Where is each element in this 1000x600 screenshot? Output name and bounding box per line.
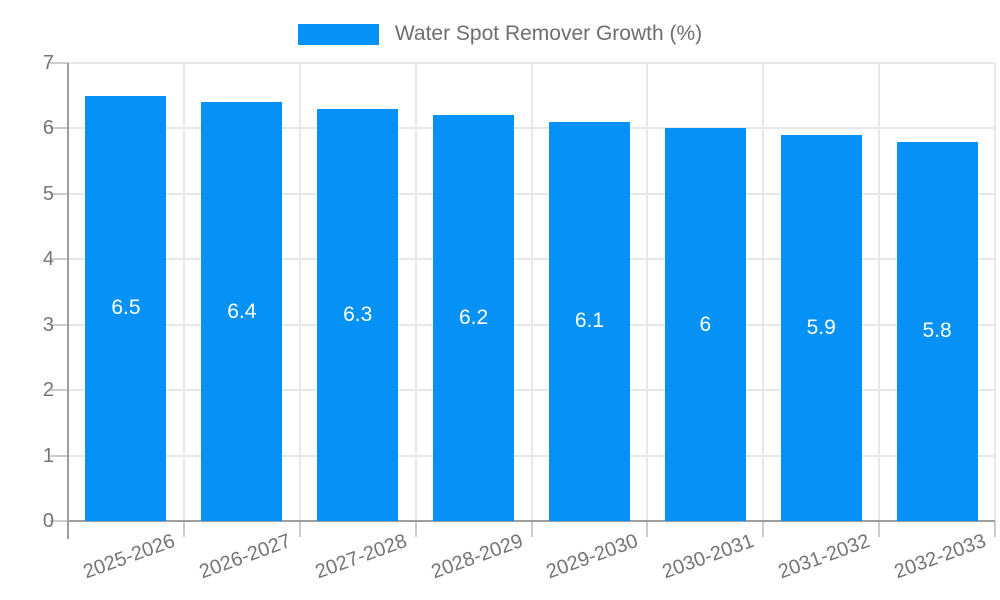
legend-label: Water Spot Remover Growth (%) bbox=[394, 22, 703, 45]
bar[interactable] bbox=[201, 102, 283, 521]
bar-value-label: 5.9 bbox=[806, 315, 836, 339]
y-tick bbox=[50, 454, 68, 457]
x-tick bbox=[182, 521, 185, 537]
y-tick bbox=[50, 323, 68, 326]
y-tick-label: 1 bbox=[42, 444, 54, 467]
legend-color-swatch bbox=[297, 23, 379, 45]
bar[interactable] bbox=[896, 141, 978, 521]
bar[interactable] bbox=[664, 128, 746, 521]
x-tick bbox=[646, 521, 649, 537]
bar[interactable] bbox=[317, 108, 399, 521]
bar-value-label: 6.4 bbox=[227, 299, 257, 323]
bar[interactable] bbox=[780, 134, 862, 521]
y-tick bbox=[50, 127, 68, 130]
y-tick-label: 2 bbox=[42, 379, 54, 402]
x-tick bbox=[878, 521, 881, 537]
y-tick-label: 0 bbox=[42, 510, 54, 532]
y-tick bbox=[50, 192, 68, 195]
bar-value-label: 6 bbox=[699, 312, 712, 336]
x-tick bbox=[414, 521, 417, 537]
v-gridline bbox=[762, 63, 765, 521]
bar-value-label: 6.2 bbox=[458, 306, 489, 330]
y-tick bbox=[50, 258, 68, 261]
bar-value-label: 5.8 bbox=[922, 319, 952, 343]
y-tick bbox=[50, 62, 68, 64]
bar-value-label: 6.5 bbox=[111, 296, 141, 320]
x-tick bbox=[530, 521, 533, 537]
v-gridline bbox=[414, 63, 417, 521]
v-gridline bbox=[530, 63, 533, 521]
v-gridline bbox=[298, 63, 301, 521]
v-gridline bbox=[646, 63, 649, 521]
y-tick-label: 5 bbox=[42, 182, 54, 205]
x-tick bbox=[994, 521, 996, 537]
bar[interactable] bbox=[548, 121, 630, 521]
bar[interactable] bbox=[433, 115, 515, 521]
x-tick bbox=[298, 521, 301, 537]
chart-legend[interactable]: Water Spot Remover Growth (%) bbox=[0, 20, 1000, 48]
y-tick-label: 4 bbox=[42, 248, 54, 271]
y-axis-line bbox=[67, 63, 69, 539]
v-gridline bbox=[994, 63, 996, 521]
y-tick-label: 7 bbox=[42, 52, 54, 74]
y-tick bbox=[50, 389, 68, 392]
bar[interactable] bbox=[85, 95, 167, 521]
y-tick bbox=[50, 520, 68, 522]
bar-value-label: 6.1 bbox=[574, 309, 605, 333]
v-gridline bbox=[182, 63, 185, 521]
y-tick-label: 3 bbox=[42, 313, 54, 336]
y-tick-label: 6 bbox=[42, 117, 54, 140]
x-tick bbox=[762, 521, 765, 537]
x-axis-line bbox=[68, 520, 995, 522]
v-gridline bbox=[878, 63, 881, 521]
bar-value-label: 6.3 bbox=[343, 302, 373, 326]
